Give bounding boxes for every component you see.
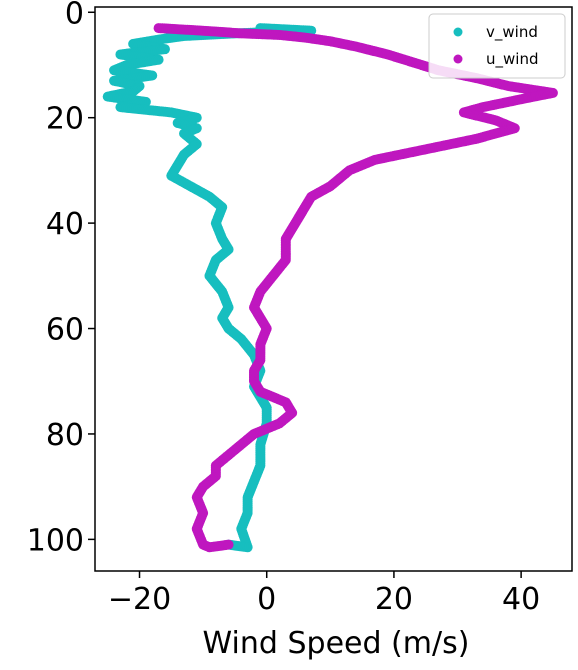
x-tick-label: 20 xyxy=(375,582,413,617)
u_wind-legend-marker xyxy=(453,54,463,64)
legend-box xyxy=(428,13,566,79)
y-tick-label: 60 xyxy=(46,313,84,348)
y-tick-label: 100 xyxy=(27,523,84,558)
plot-frame xyxy=(94,6,573,572)
x-tick-label: 0 xyxy=(257,582,276,617)
axes: −20 0 20 40 0 20 40 60 80 100 xyxy=(27,0,573,617)
u_wind-point xyxy=(223,539,234,550)
y-tick-label: 20 xyxy=(46,102,84,137)
v_wind-legend-marker xyxy=(453,27,463,37)
legend: v_wind u_wind xyxy=(428,13,566,79)
x-tick-label: 40 xyxy=(502,582,540,617)
x-tick-label: −20 xyxy=(108,582,171,617)
v_wind-legend-label: v_wind xyxy=(486,23,538,42)
y-tick-label: 0 xyxy=(65,0,84,31)
u_wind-legend-label: u_wind xyxy=(486,50,538,69)
y-tick-label: 40 xyxy=(46,207,84,242)
x-axis-title: Wind Speed (m/s) xyxy=(203,626,470,661)
y-tick-label: 80 xyxy=(46,418,84,453)
